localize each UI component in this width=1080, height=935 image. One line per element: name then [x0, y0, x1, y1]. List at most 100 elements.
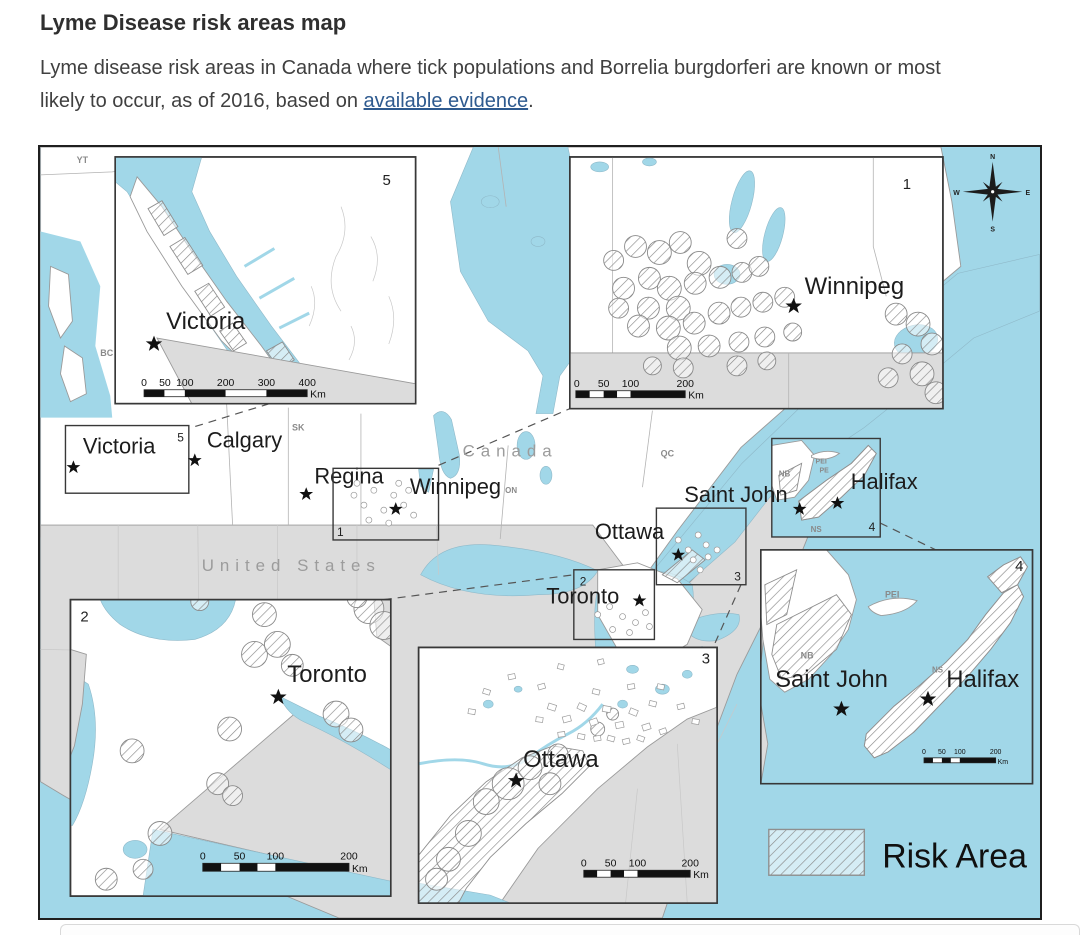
main-box-ottawa [655, 507, 747, 586]
compass-north-label: N [990, 154, 995, 161]
svg-text:Km: Km [310, 390, 326, 401]
inset3-risk-band [418, 707, 620, 904]
svg-text:Km: Km [693, 870, 709, 881]
main-box5-number: 5 [177, 430, 184, 444]
svg-text:200: 200 [340, 851, 358, 862]
ontario-label: ON [505, 486, 517, 495]
inset4-scale-bar: 0 50 100 200 Km [922, 749, 1008, 766]
main-saint-john-label: Saint John [684, 482, 787, 507]
inset2-risk-circles [94, 599, 391, 891]
main-ns-label: NS [811, 525, 822, 534]
inset-toronto: 2 Toronto 0 50 100 200 Km [69, 598, 392, 897]
inset-leader-lines [191, 403, 937, 648]
svg-text:Km: Km [352, 864, 368, 875]
description-text: Lyme disease risk areas in Canada where … [40, 57, 941, 112]
main-halifax-label: Halifax [851, 469, 918, 494]
inset5-victoria-label: Victoria [166, 308, 246, 335]
svg-text:0: 0 [581, 858, 587, 869]
inset4-ns-label: NS [932, 665, 943, 674]
main-box-maritimes [771, 437, 881, 538]
main-box-winnipeg-detail [350, 469, 434, 527]
main-box4-number: 4 [869, 520, 876, 534]
canada-label: Canada [463, 441, 558, 460]
saskatchewan-label: SK [292, 423, 305, 433]
available-evidence-link[interactable]: available evidence [363, 90, 529, 112]
main-box-ottawa-detail [661, 531, 721, 584]
svg-text:200: 200 [682, 858, 700, 869]
compass-south-label: S [990, 227, 995, 234]
inset5-number: 5 [382, 172, 390, 189]
inset-ottawa: 3 Ottawa 0 50 100 200 Km [417, 646, 718, 904]
inset4-saint-john-label: Saint John [775, 666, 888, 693]
main-box-winnipeg [332, 467, 440, 541]
description-period: . [528, 90, 534, 112]
inset3-number: 3 [702, 650, 710, 667]
svg-text:200: 200 [217, 378, 235, 389]
map-legend: Risk Area [768, 828, 1027, 876]
svg-text:400: 400 [298, 378, 316, 389]
main-pe-label: PE [820, 467, 830, 474]
svg-text:200: 200 [990, 749, 1002, 756]
main-box-victoria [64, 424, 190, 494]
inset-winnipeg: 1 Winnipeg 0 50 100 200 Km [569, 156, 944, 410]
main-toronto-label: Toronto [546, 584, 619, 609]
svg-text:Km: Km [998, 759, 1009, 766]
main-box2-number: 2 [580, 575, 587, 589]
main-box1-number: 1 [337, 525, 344, 539]
main-box3-number: 3 [734, 570, 741, 584]
inset1-risk-circles [603, 228, 943, 405]
lyme-risk-map: Canada United States YT MB SK ON QC 5 Vi… [40, 147, 1040, 918]
page-title: Lyme Disease risk areas map [40, 10, 347, 35]
inset1-scale-bar: 0 50 100 200 Km [574, 379, 704, 402]
quebec-label: QC [661, 448, 675, 458]
inset3-small-polygons [467, 658, 700, 745]
inset4-halifax-label: Halifax [946, 666, 1019, 693]
main-winnipeg-label: Winnipeg [410, 474, 501, 499]
svg-text:100: 100 [954, 749, 966, 756]
main-calgary-label: Calgary [207, 427, 282, 452]
main-box-toronto-detail [594, 603, 653, 636]
inset2-toronto-label: Toronto [287, 661, 367, 688]
svg-text:50: 50 [234, 851, 246, 862]
main-nb-label: NB [779, 469, 791, 478]
main-regina-label: Regina [314, 463, 384, 488]
united-states-label: United States [202, 556, 381, 575]
inset1-winnipeg-label: Winnipeg [805, 273, 904, 300]
main-box-toronto [573, 569, 656, 641]
svg-text:100: 100 [629, 858, 647, 869]
svg-text:50: 50 [605, 858, 617, 869]
inset5-scale-bar: 0 50 100 200 300 400 Km [141, 378, 326, 401]
svg-text:0: 0 [922, 749, 926, 756]
inset3-ottawa-label: Ottawa [523, 746, 599, 773]
inset3-scale-bar: 0 50 100 200 Km [581, 858, 709, 881]
map-description: Lyme disease risk areas in Canada where … [40, 52, 970, 118]
svg-text:100: 100 [622, 379, 640, 390]
inset-maritimes: 4 NB PEI NS Saint John Halifax 0 50 100 … [760, 549, 1034, 785]
main-map-labels: Canada United States YT MB SK ON QC 5 Vi… [64, 155, 918, 641]
compass-rose-icon: N E S W [953, 154, 1030, 234]
inset4-number: 4 [1015, 558, 1023, 575]
svg-text:50: 50 [159, 378, 171, 389]
svg-text:Km: Km [688, 391, 704, 402]
main-ottawa-label: Ottawa [595, 519, 665, 544]
main-pei-label: PEI [816, 458, 827, 465]
svg-text:50: 50 [938, 749, 946, 756]
inset2-scale-bar: 0 50 100 200 Km [200, 851, 368, 875]
inset2-number: 2 [80, 609, 88, 626]
svg-text:100: 100 [267, 851, 285, 862]
yukon-label: YT [77, 155, 89, 165]
risk-area-swatch [768, 828, 866, 876]
lyme-risk-map-image: Canada United States YT MB SK ON QC 5 Vi… [38, 145, 1042, 920]
svg-text:200: 200 [677, 379, 695, 390]
svg-text:300: 300 [258, 378, 276, 389]
svg-text:50: 50 [598, 379, 610, 390]
main-victoria-label: Victoria [83, 433, 156, 458]
inset4-pei-label: PEI [885, 590, 899, 600]
svg-text:0: 0 [574, 379, 580, 390]
svg-text:100: 100 [176, 378, 194, 389]
inset1-number: 1 [903, 176, 911, 193]
inset4-nb-label: NB [801, 650, 814, 660]
compass-west-label: W [953, 190, 960, 197]
inset5-bc-label: BC [100, 348, 113, 358]
inset-victoria: 5 Victoria BC 0 50 100 200 300 400 Km [100, 156, 417, 405]
